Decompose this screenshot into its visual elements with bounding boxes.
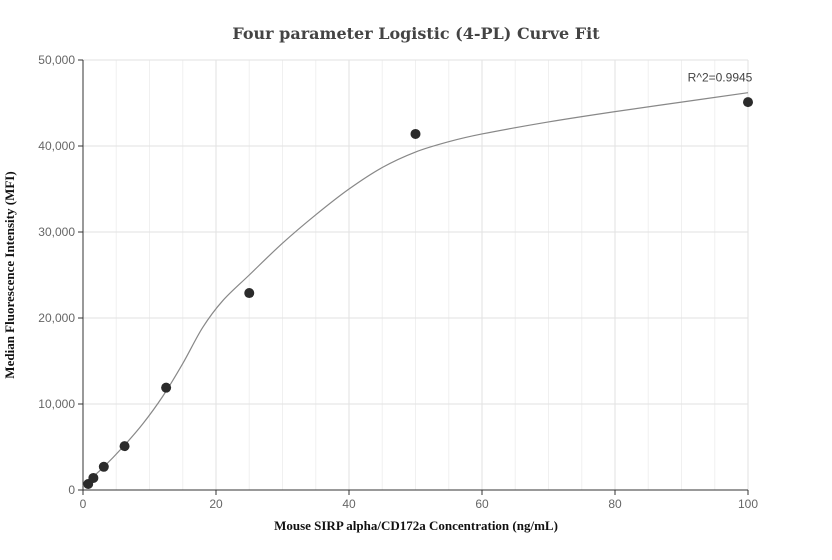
data-point	[161, 382, 172, 393]
x-tick-label: 80	[608, 497, 622, 511]
data-point	[119, 441, 130, 452]
y-tick-label: 50,000	[38, 53, 75, 67]
data-point	[88, 472, 99, 483]
data-point	[244, 288, 255, 299]
x-tick-label: 60	[475, 497, 489, 511]
r-squared-annotation: R^2=0.9945	[688, 71, 753, 85]
x-tick-label: 20	[209, 497, 223, 511]
y-ticks: 0 10,000 20,000 30,000 40,000 50,000	[38, 53, 83, 497]
x-ticks: 0 20 40 60 80 100	[80, 490, 758, 511]
chart-title: Four parameter Logistic (4-PL) Curve Fit	[232, 24, 600, 43]
x-tick-label: 40	[342, 497, 356, 511]
data-points	[83, 97, 753, 489]
data-point	[410, 128, 421, 139]
y-tick-label: 0	[68, 483, 75, 497]
y-tick-label: 30,000	[38, 225, 75, 239]
axes	[82, 60, 748, 491]
data-point	[98, 461, 109, 472]
y-tick-label: 40,000	[38, 139, 75, 153]
x-axis-label: Mouse SIRP alpha/CD172a Concentration (n…	[274, 518, 558, 533]
y-tick-label: 10,000	[38, 397, 75, 411]
x-tick-label: 0	[80, 497, 87, 511]
y-axis-label: Median Fluorescence Intensity (MFI)	[2, 171, 17, 378]
y-tick-label: 20,000	[38, 311, 75, 325]
grid	[83, 59, 749, 490]
x-tick-label: 100	[738, 497, 758, 511]
data-point	[743, 97, 753, 108]
fit-curve	[82, 92, 749, 487]
